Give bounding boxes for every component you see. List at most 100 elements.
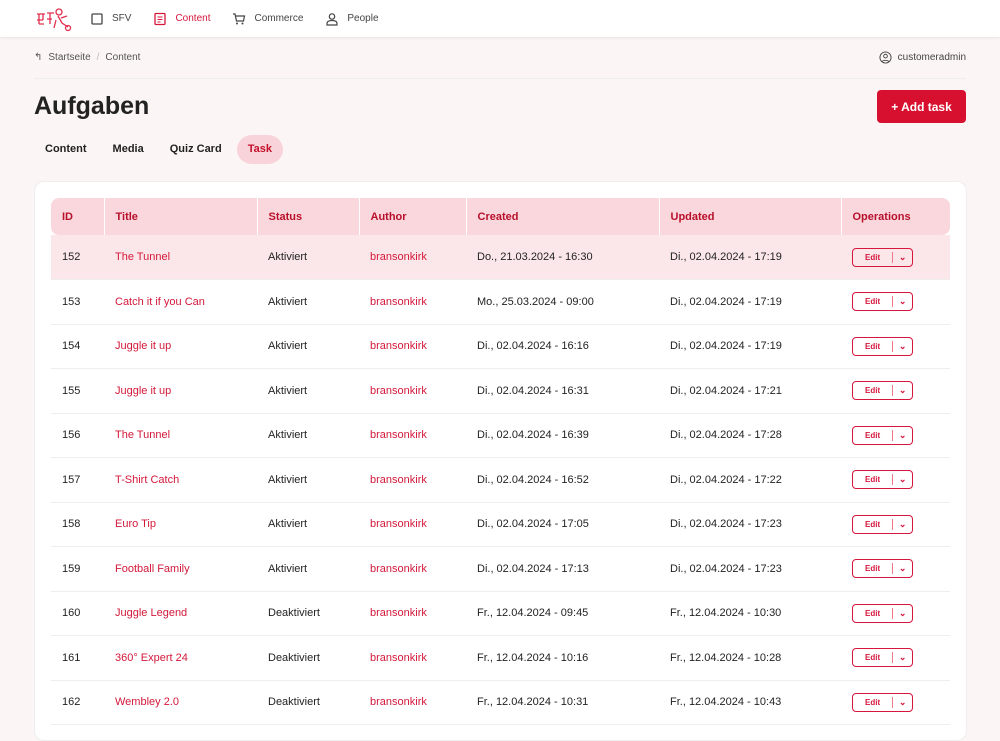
cell-status: Aktiviert (257, 502, 359, 547)
cell-created: Di., 02.04.2024 - 16:31 (466, 368, 659, 414)
user-menu[interactable]: customeradmin (879, 51, 966, 64)
cell-title[interactable]: The Tunnel (104, 235, 257, 280)
column-header[interactable]: ID (51, 198, 105, 235)
cell-author[interactable]: bransonkirk (359, 635, 466, 681)
chevron-down-icon[interactable]: ⌄ (892, 340, 912, 352)
nav-item-content[interactable]: Content (153, 12, 210, 26)
cell-updated: Di., 02.04.2024 - 17:22 (659, 457, 841, 503)
page-title: Aufgaben (34, 92, 150, 120)
cell-title[interactable]: Football Family (104, 546, 257, 592)
edit-split-button: Edit ⌄ (852, 425, 914, 445)
cell-title[interactable]: The Tunnel (104, 413, 257, 458)
cell-title[interactable]: Juggle it up (104, 368, 257, 414)
column-header[interactable]: Operations (841, 198, 950, 235)
breadcrumb-home[interactable]: Startseite (48, 52, 91, 63)
tab-quiz-card[interactable]: Quiz Card (169, 143, 222, 155)
logo[interactable] (34, 6, 72, 32)
column-header[interactable]: Status (257, 198, 360, 235)
document-icon (154, 12, 167, 25)
top-nav: SFV Content Commerce People (0, 0, 1000, 37)
cell-operations: Edit ⌄ (841, 457, 950, 503)
cell-author[interactable]: bransonkirk (359, 546, 466, 592)
chevron-down-icon[interactable]: ⌄ (892, 474, 912, 486)
column-header[interactable]: Updated (659, 198, 842, 235)
table-row: 156 The Tunnel Aktiviert bransonkirk Di., 02… (51, 413, 950, 458)
cell-author[interactable]: bransonkirk (359, 413, 466, 458)
cell-id: 161 (51, 635, 104, 681)
cell-title[interactable]: T-Shirt Catch (104, 457, 257, 503)
edit-split-button: Edit ⌄ (852, 292, 914, 312)
tab-task[interactable]: Task (236, 135, 283, 164)
task-table-card: ID Title Status Author Created Updated Operati… (34, 181, 967, 741)
column-header[interactable]: Created (466, 198, 660, 235)
cell-author[interactable]: bransonkirk (359, 279, 466, 325)
cell-operations: Edit ⌄ (841, 635, 950, 681)
cell-title[interactable]: Catch it if you Can (104, 279, 257, 325)
edit-button[interactable]: Edit (865, 653, 881, 663)
cell-title[interactable]: Juggle Legend (104, 591, 257, 636)
cell-status: Aktiviert (257, 546, 359, 592)
cell-title[interactable]: Euro Tip (104, 502, 257, 547)
cell-author[interactable]: bransonkirk (359, 591, 466, 636)
table-row: 153 Catch it if you Can Aktiviert bransonki… (51, 279, 950, 325)
edit-button[interactable]: Edit (865, 475, 881, 485)
nav-item-sfv[interactable]: SFV (90, 12, 131, 26)
chevron-down-icon[interactable]: ⌄ (892, 563, 912, 575)
edit-split-button: Edit ⌄ (852, 514, 914, 534)
cell-title[interactable]: Wembley 2.0 (104, 680, 257, 725)
cell-status: Deaktiviert (257, 591, 359, 636)
edit-button[interactable]: Edit (865, 519, 881, 529)
chevron-down-icon[interactable]: ⌄ (892, 296, 912, 308)
edit-button[interactable]: Edit (865, 608, 881, 618)
add-task-button[interactable]: + Add task (877, 90, 966, 123)
cell-status: Aktiviert (257, 457, 359, 503)
edit-button[interactable]: Edit (865, 564, 881, 574)
edit-button[interactable]: Edit (865, 386, 881, 396)
cell-operations: Edit ⌄ (841, 546, 950, 592)
cell-author[interactable]: bransonkirk (359, 235, 466, 280)
back-arrow-icon[interactable]: ↰ (34, 52, 43, 63)
table-row: 160 Juggle Legend Deaktiviert bransonkirk Fr… (51, 591, 950, 636)
table-row: 157 T-Shirt Catch Aktiviert bransonkirk Di.,… (51, 457, 950, 503)
chevron-down-icon[interactable]: ⌄ (892, 652, 912, 664)
column-header[interactable]: Title (104, 198, 258, 235)
edit-button[interactable]: Edit (865, 341, 881, 351)
cell-author[interactable]: bransonkirk (359, 502, 466, 547)
chevron-down-icon[interactable]: ⌄ (892, 429, 912, 441)
cell-title[interactable]: 360° Expert 24 (104, 635, 257, 681)
nav-label: People (347, 13, 379, 24)
table-row: 155 Juggle it up Aktiviert bransonkirk Di., … (51, 368, 950, 414)
nav-item-people[interactable]: People (325, 12, 379, 26)
chevron-down-icon[interactable]: ⌄ (892, 696, 912, 708)
edit-button[interactable]: Edit (865, 697, 881, 707)
column-header[interactable]: Author (359, 198, 467, 235)
chevron-down-icon[interactable]: ⌄ (892, 518, 912, 530)
cell-id: 152 (51, 235, 104, 280)
cell-created: Di., 02.04.2024 - 16:52 (466, 457, 659, 503)
chevron-down-icon[interactable]: ⌄ (892, 607, 912, 619)
nav-label: SFV (112, 13, 132, 24)
chevron-down-icon[interactable]: ⌄ (892, 251, 912, 263)
cell-author[interactable]: bransonkirk (359, 680, 466, 725)
edit-button[interactable]: Edit (865, 297, 881, 307)
tab-media[interactable]: Media (112, 143, 144, 155)
breadcrumb: ↰ Startseite / Content (34, 52, 140, 63)
edit-button[interactable]: Edit (865, 252, 881, 262)
nav-item-commerce[interactable]: Commerce (232, 12, 303, 26)
edit-split-button: Edit ⌄ (852, 648, 914, 668)
table-row: 162 Wembley 2.0 Deaktiviert bransonkirk Fr.,… (51, 680, 950, 725)
edit-button[interactable]: Edit (865, 430, 881, 440)
cell-created: Fr., 12.04.2024 - 10:16 (466, 635, 659, 681)
cell-updated: Di., 02.04.2024 - 17:23 (659, 502, 841, 547)
cell-updated: Di., 02.04.2024 - 17:19 (659, 324, 841, 369)
user-icon (326, 12, 338, 26)
cell-author[interactable]: bransonkirk (359, 368, 466, 414)
cell-title[interactable]: Juggle it up (104, 324, 257, 369)
cart-icon (233, 12, 246, 24)
tab-content[interactable]: Content (45, 143, 87, 155)
cell-author[interactable]: bransonkirk (359, 457, 466, 503)
cell-status: Aktiviert (257, 235, 359, 280)
cell-updated: Di., 02.04.2024 - 17:28 (659, 413, 841, 458)
cell-author[interactable]: bransonkirk (359, 324, 466, 369)
chevron-down-icon[interactable]: ⌄ (892, 385, 912, 397)
